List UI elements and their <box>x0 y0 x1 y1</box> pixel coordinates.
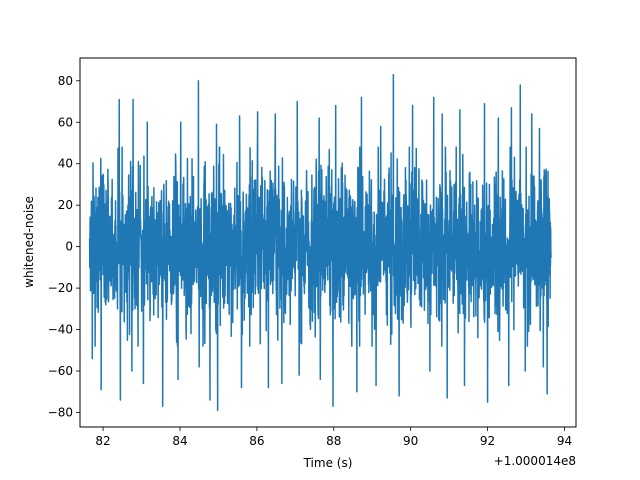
plot-frame <box>79 57 577 428</box>
series-line <box>88 73 552 412</box>
x-tick-label: 86 <box>249 434 264 448</box>
y-tick-label: −20 <box>48 281 73 295</box>
y-tick-label: 0 <box>65 240 73 254</box>
x-tick-label: 84 <box>172 434 187 448</box>
y-tick-label: 60 <box>58 115 73 129</box>
x-axis-label: Time (s) <box>303 456 353 470</box>
y-tick-label: 80 <box>58 74 73 88</box>
x-tick-label: 94 <box>557 434 572 448</box>
x-tick-label: 82 <box>95 434 110 448</box>
y-axis-label: whitened-noise <box>22 196 36 288</box>
x-axis: 82 84 86 88 90 92 94 <box>95 427 572 448</box>
y-tick-label: −60 <box>48 364 73 378</box>
y-tick-label: 20 <box>58 198 73 212</box>
y-tick-label: 40 <box>58 157 73 171</box>
y-tick-label: −80 <box>48 405 73 419</box>
series-layer <box>88 73 552 412</box>
x-tick-label: 88 <box>326 434 341 448</box>
x-tick-label: 92 <box>480 434 495 448</box>
x-axis-offset-label: +1.000014e8 <box>494 454 576 468</box>
y-axis: −80 −60 −40 −20 0 20 40 60 80 <box>48 74 80 419</box>
x-tick-label: 90 <box>403 434 418 448</box>
y-tick-label: −40 <box>48 323 73 337</box>
